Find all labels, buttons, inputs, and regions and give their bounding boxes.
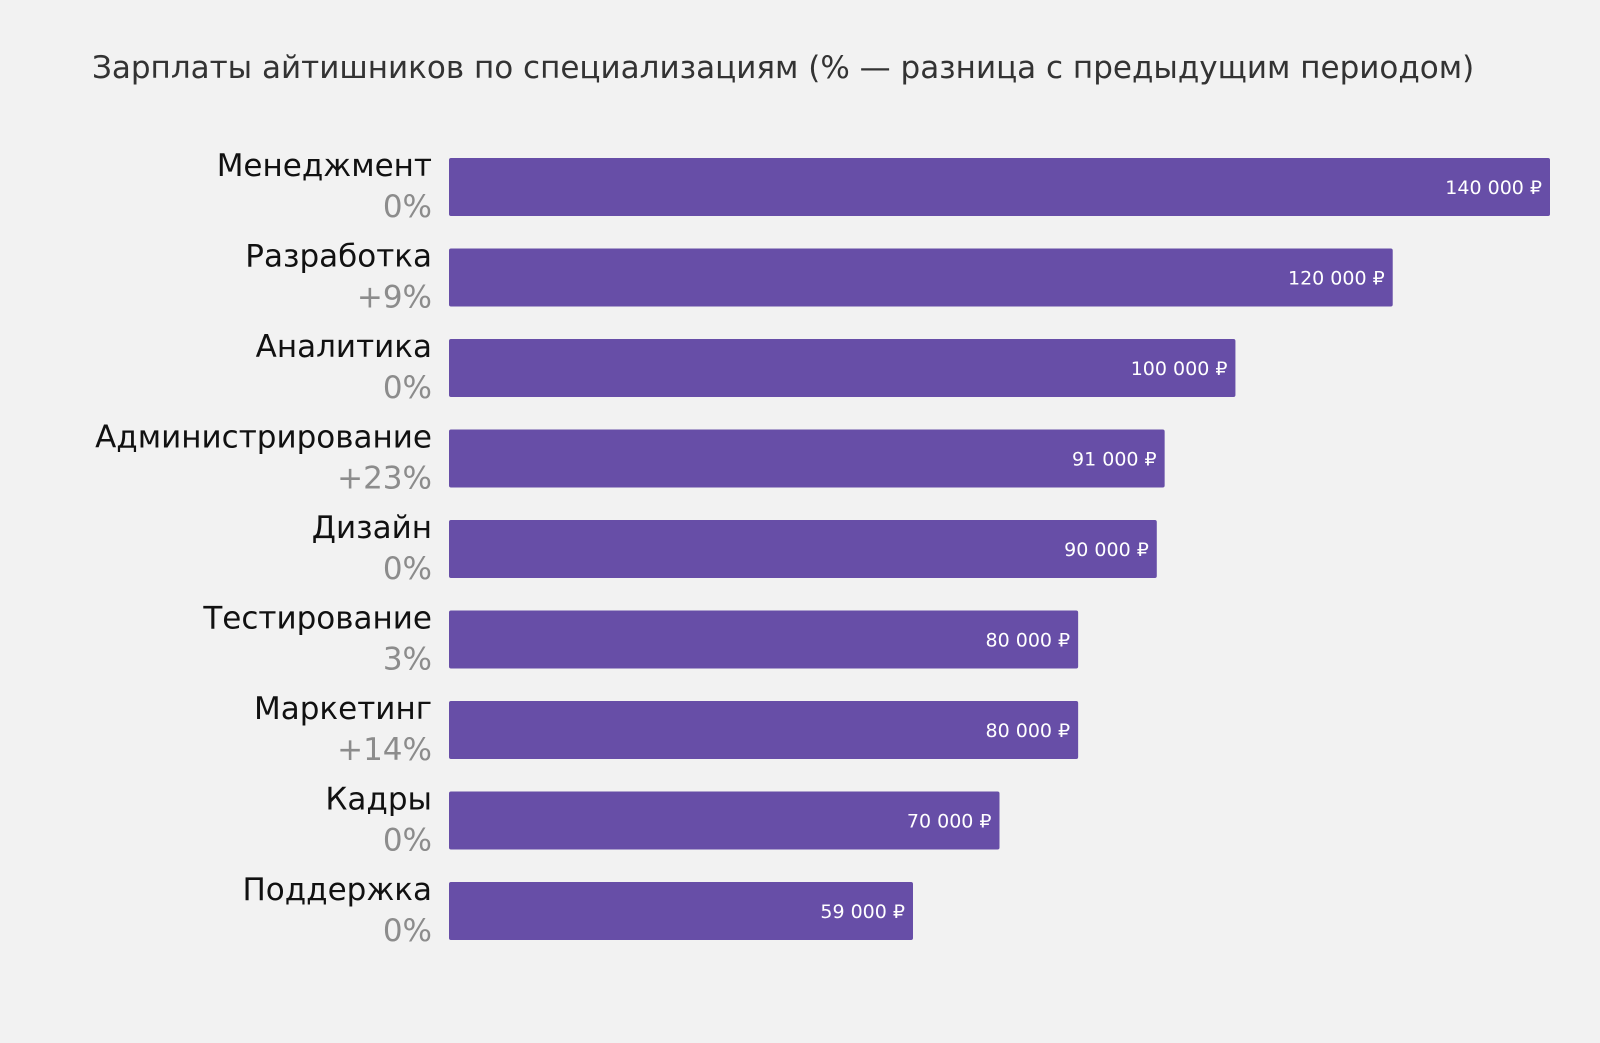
category-label: Администрирование: [95, 420, 432, 456]
category-label: Кадры: [325, 782, 432, 818]
category-label: Аналитика: [256, 329, 432, 365]
bar-value-label: 70 000 ₽: [907, 811, 992, 833]
bar-value-label: 80 000 ₽: [986, 630, 1071, 652]
bar-row: 80 000 ₽ Маркетинг +14%: [254, 691, 1079, 768]
bar: [449, 158, 1550, 216]
bar-row: 90 000 ₽ Дизайн 0%: [312, 510, 1157, 587]
bar: [449, 248, 1393, 307]
bar: [449, 339, 1236, 397]
bar-value-label: 140 000 ₽: [1445, 177, 1542, 199]
bar-row: 59 000 ₽ Поддержка 0%: [242, 872, 913, 949]
bar-row: 140 000 ₽ Менеджмент 0%: [217, 148, 1550, 225]
bar-value-label: 120 000 ₽: [1288, 268, 1385, 290]
change-label: +9%: [357, 280, 432, 316]
change-label: 0%: [383, 551, 432, 587]
change-label: 0%: [383, 913, 432, 949]
chart-title: Зарплаты айтишников по специализациям (%…: [92, 50, 1475, 86]
category-label: Разработка: [245, 239, 432, 275]
bar-row: 120 000 ₽ Разработка +9%: [245, 239, 1393, 316]
bar: [449, 429, 1165, 488]
category-label: Поддержка: [242, 872, 432, 908]
bar-row: 100 000 ₽ Аналитика 0%: [256, 329, 1236, 406]
category-label: Тестирование: [202, 601, 432, 637]
bar-value-label: 59 000 ₽: [820, 901, 905, 923]
bar-row: 91 000 ₽ Администрирование +23%: [95, 420, 1165, 497]
bar: [449, 701, 1079, 759]
change-label: 0%: [383, 370, 432, 406]
bar-value-label: 91 000 ₽: [1072, 449, 1157, 471]
bar-row: 80 000 ₽ Тестирование 3%: [202, 601, 1079, 678]
bar-value-label: 90 000 ₽: [1064, 539, 1149, 561]
bar: [449, 520, 1157, 578]
bar-row: 70 000 ₽ Кадры 0%: [325, 782, 1000, 859]
category-label: Маркетинг: [254, 691, 432, 727]
bar: [449, 610, 1079, 669]
bar-value-label: 100 000 ₽: [1131, 358, 1228, 380]
change-label: 3%: [383, 642, 432, 678]
bar: [449, 882, 913, 940]
change-label: 0%: [383, 823, 432, 859]
change-label: 0%: [383, 189, 432, 225]
category-label: Менеджмент: [217, 148, 432, 184]
change-label: +14%: [337, 732, 432, 768]
bar: [449, 791, 1000, 850]
bar-value-label: 80 000 ₽: [986, 720, 1071, 742]
change-label: +23%: [337, 461, 432, 497]
category-label: Дизайн: [312, 510, 432, 546]
